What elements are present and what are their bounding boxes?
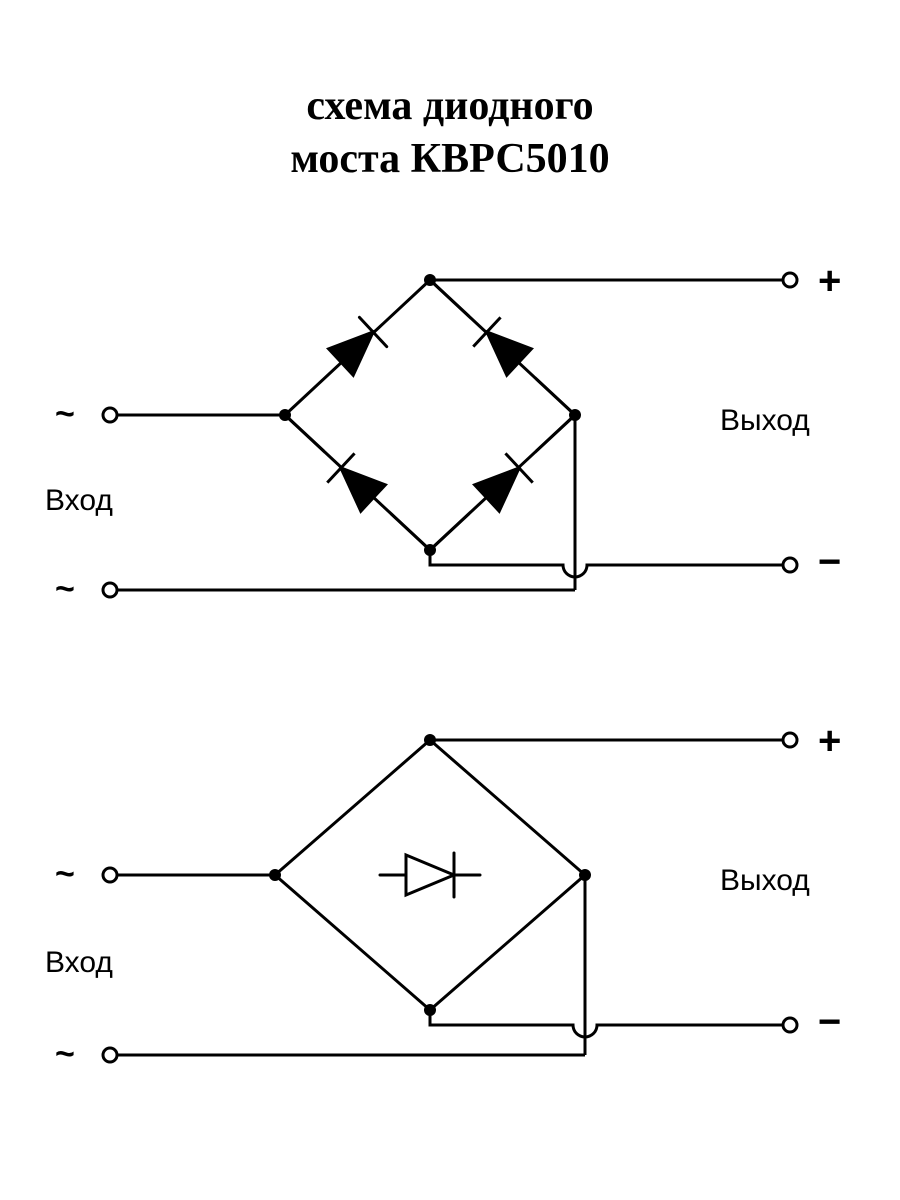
plus-symbol: + [818, 260, 841, 303]
bridge-schematic-explicit: ~ ~ Вход + − Выход [0, 260, 900, 620]
ac-symbol-2: ~ [55, 570, 75, 608]
input-label-b: Вход [45, 946, 113, 979]
title-line-2: моста КВРС5010 [0, 133, 900, 186]
output-label: Выход [720, 404, 810, 437]
ac-symbol-1: ~ [55, 395, 75, 433]
output-label-b: Выход [720, 864, 810, 897]
plus-symbol-b: + [818, 720, 841, 763]
title-line-1: схема диодного [0, 80, 900, 133]
page-title: схема диодного моста КВРС5010 [0, 80, 900, 185]
bridge-schematic-simplified: ~ ~ Вход + − Выход [0, 720, 900, 1090]
minus-symbol: − [818, 540, 841, 584]
minus-symbol-b: − [818, 1000, 841, 1044]
ac-symbol-1b: ~ [55, 855, 75, 893]
ac-symbol-2b: ~ [55, 1035, 75, 1073]
input-label: Вход [45, 484, 113, 517]
